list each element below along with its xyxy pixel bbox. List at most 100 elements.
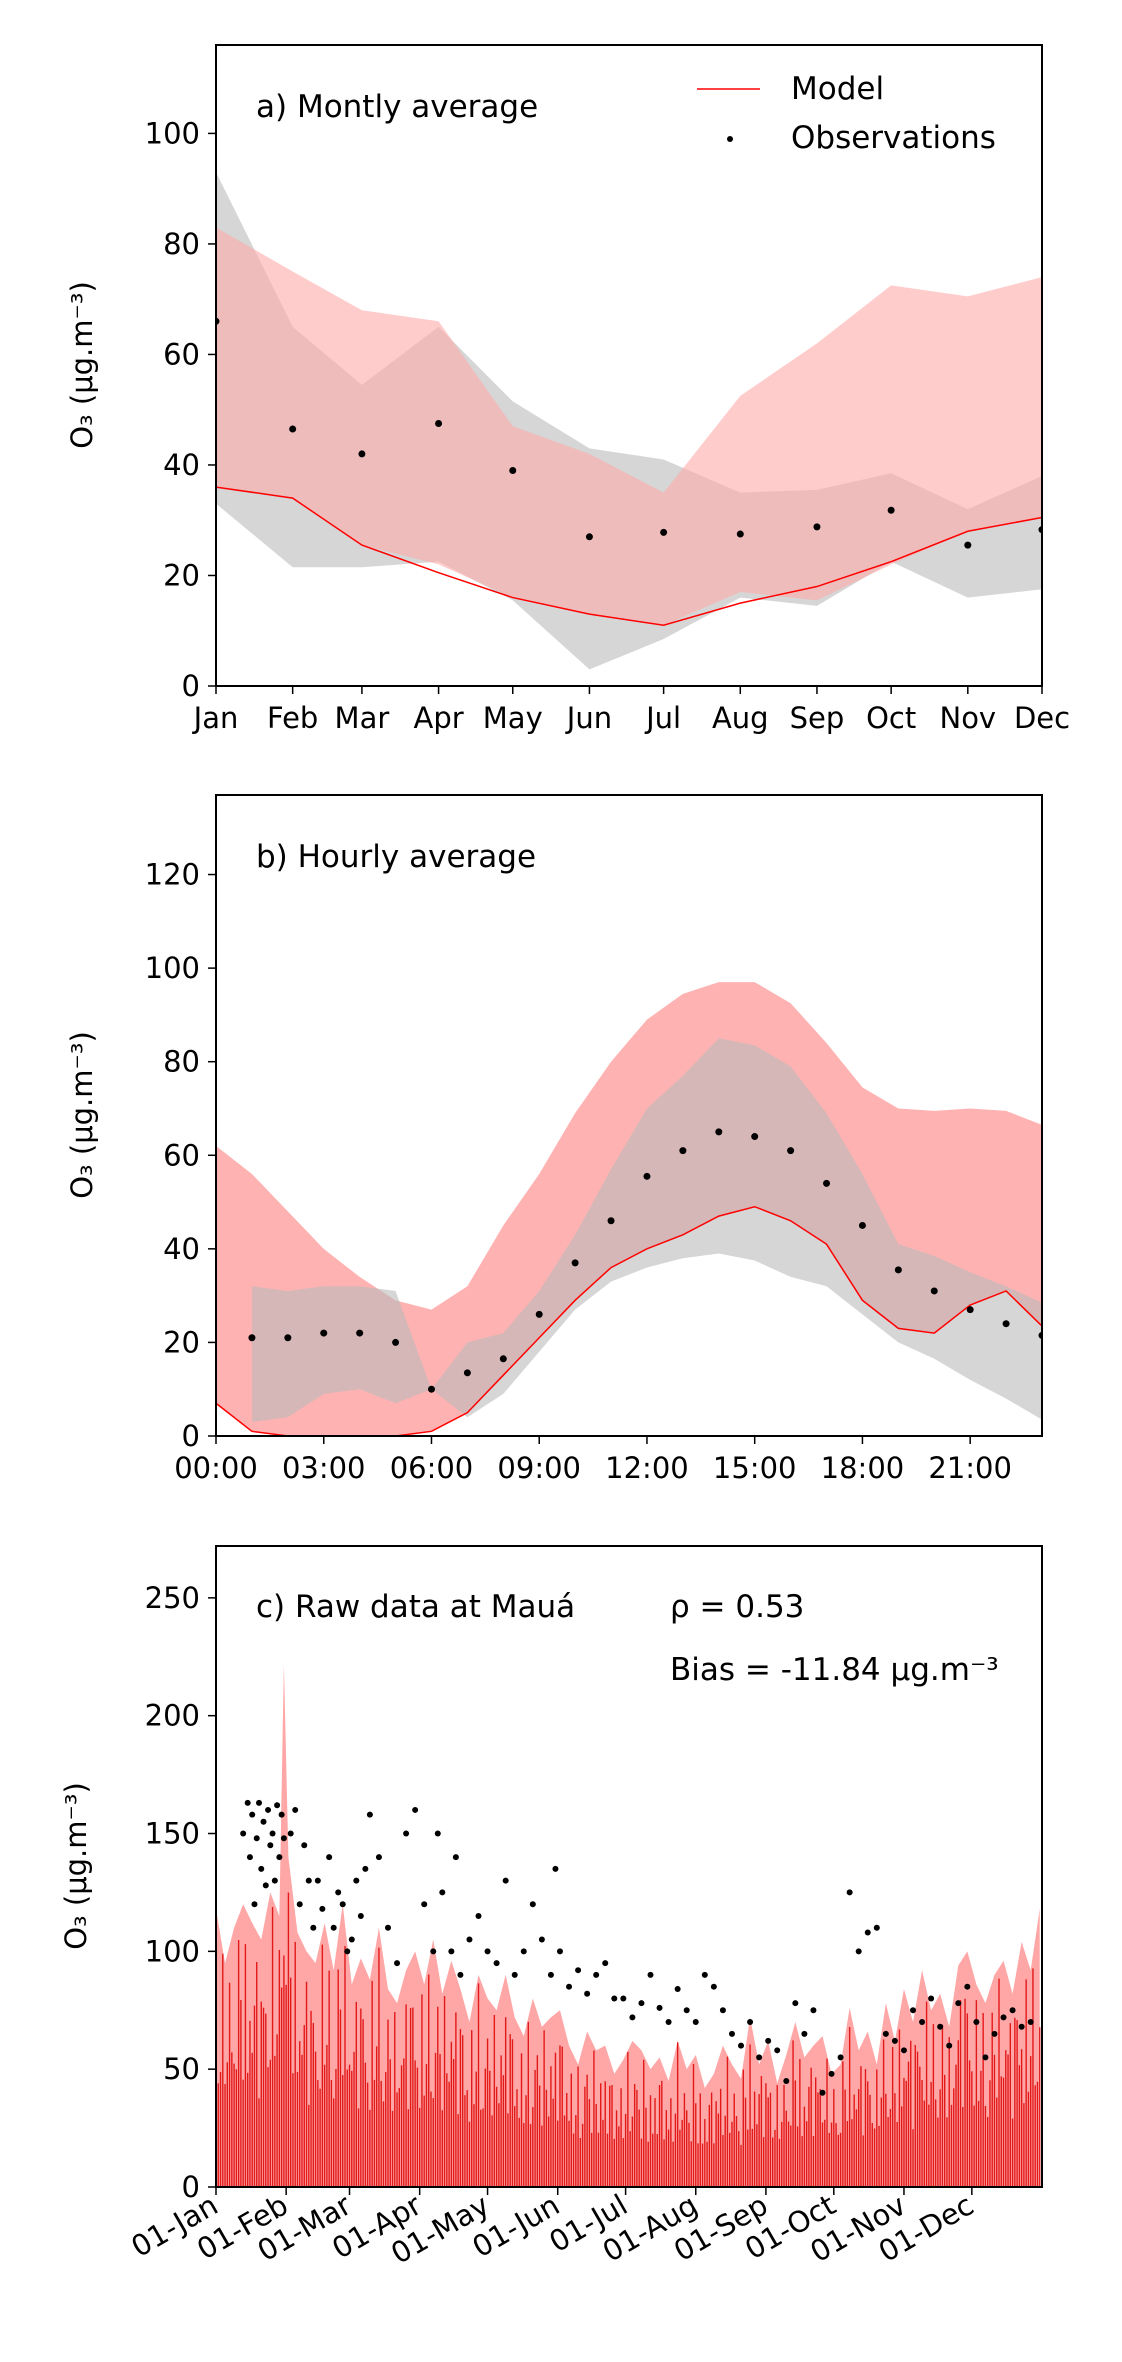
observation-point: [362, 1865, 369, 1872]
observation-point: [511, 1971, 518, 1978]
observation-point: [738, 2042, 745, 2049]
observation-point: [255, 1799, 262, 1806]
observation-point: [244, 1799, 251, 1806]
observation-point: [280, 1835, 287, 1842]
observation-point: [366, 1811, 373, 1818]
x-tick-label: 03:00: [282, 1451, 366, 1485]
y-tick-label: 50: [163, 2052, 200, 2086]
observation-point: [756, 2054, 763, 2061]
x-axis: 00:00 03:00 06:00 09:00 12:00 15:00 18:00 21:00: [174, 1436, 1012, 1485]
observation-point: [276, 1854, 283, 1861]
y-axis-label: O₃ (μg.m⁻³): [65, 1031, 99, 1199]
observation-point: [819, 2089, 826, 2096]
y-axis-label: O₃ (μg.m⁻³): [59, 1782, 93, 1950]
observation-point: [262, 1882, 269, 1889]
y-axis: 0 20 40 60 80 100: [145, 116, 216, 703]
observation-point: [435, 420, 443, 428]
x-tick-label: Jan: [192, 701, 239, 735]
observation-point: [475, 1912, 482, 1919]
observation-point: [566, 1983, 573, 1990]
observation-point: [1009, 2007, 1016, 2014]
observation-point: [585, 533, 593, 541]
x-tick-label: 15:00: [713, 1451, 797, 1485]
observation-point: [665, 2019, 672, 2026]
observation-point: [251, 1901, 258, 1908]
observation-point: [484, 1948, 491, 1955]
observation-point: [556, 1948, 563, 1955]
observation-point: [375, 1854, 382, 1861]
observation-point: [858, 1221, 866, 1229]
x-tick-label: May: [483, 701, 543, 735]
observation-point: [301, 1842, 308, 1849]
observation-point: [864, 1929, 871, 1936]
observation-point: [394, 1960, 401, 1967]
axes-frame: [215, 1545, 1043, 2188]
x-tick-label: Apr: [413, 701, 463, 735]
legend-observations-marker: [727, 136, 733, 142]
observation-point: [330, 1924, 337, 1931]
observation-point: [310, 1924, 317, 1931]
observation-point: [466, 1936, 473, 1943]
observation-point: [493, 1960, 500, 1967]
y-tick-label: 60: [163, 337, 200, 371]
observation-point: [919, 2019, 926, 2026]
observation-point: [571, 1259, 579, 1267]
observation-point: [973, 2019, 980, 2026]
observation-point: [584, 1990, 591, 1997]
observation-point: [930, 1287, 938, 1295]
observation-point: [887, 506, 895, 514]
observation-point: [1027, 2019, 1034, 2026]
observation-point: [873, 1924, 880, 1931]
observation-point: [900, 2047, 907, 2054]
observation-point: [348, 1936, 355, 1943]
observation-point: [284, 1334, 292, 1342]
y-tick-label: 250: [145, 1581, 200, 1615]
y-axis: 0 20 40 60 80 100 120: [145, 858, 216, 1453]
observation-point: [855, 1948, 862, 1955]
observation-point: [384, 1924, 391, 1931]
y-tick-label: 0: [182, 2170, 200, 2204]
x-tick-label: Feb: [267, 701, 318, 735]
observation-point: [828, 2070, 835, 2077]
observation-point: [439, 1889, 446, 1896]
observation-point: [710, 1983, 717, 1990]
observation-point: [457, 1971, 464, 1978]
plot-area-hourly: [216, 982, 1042, 1436]
stat-bias: Bias = -11.84 μg.m⁻³: [670, 1652, 999, 1688]
legend: Model Observations: [697, 71, 996, 156]
observation-point: [575, 1967, 582, 1974]
observation-point: [982, 2054, 989, 2061]
observation-point: [353, 1877, 360, 1884]
observation-point: [783, 2077, 790, 2084]
observation-point: [656, 2004, 663, 2011]
observation-point: [1000, 2014, 1007, 2021]
observation-point: [602, 1960, 609, 1967]
observation-point: [448, 1948, 455, 1955]
observation-point: [260, 1818, 267, 1825]
observation-point: [392, 1338, 400, 1346]
observation-point: [660, 528, 668, 536]
y-tick-label: 40: [163, 448, 200, 482]
observation-point: [538, 1936, 545, 1943]
observation-point: [357, 1912, 364, 1919]
observation-point: [801, 2030, 808, 2037]
observation-point: [1018, 2023, 1025, 2030]
observation-point: [747, 2019, 754, 2026]
observation-point: [894, 1266, 902, 1274]
x-axis: Jan Feb Mar Apr May Jun Jul Aug Sep Oct Nov Dec: [192, 686, 1070, 735]
observation-point: [427, 1385, 435, 1393]
observation-point: [547, 1971, 554, 1978]
observation-point: [715, 1128, 723, 1136]
y-tick-label: 20: [163, 558, 200, 592]
observation-point: [278, 1811, 285, 1818]
observation-point: [647, 1971, 654, 1978]
observation-point: [928, 1995, 935, 2002]
observation-point: [287, 1830, 294, 1837]
observation-point: [607, 1217, 615, 1225]
observation-point: [787, 1147, 795, 1155]
observation-point: [966, 1306, 974, 1314]
x-tick-label: 12:00: [605, 1451, 689, 1485]
observation-point: [499, 1355, 507, 1363]
legend-model-label: Model: [791, 71, 884, 107]
